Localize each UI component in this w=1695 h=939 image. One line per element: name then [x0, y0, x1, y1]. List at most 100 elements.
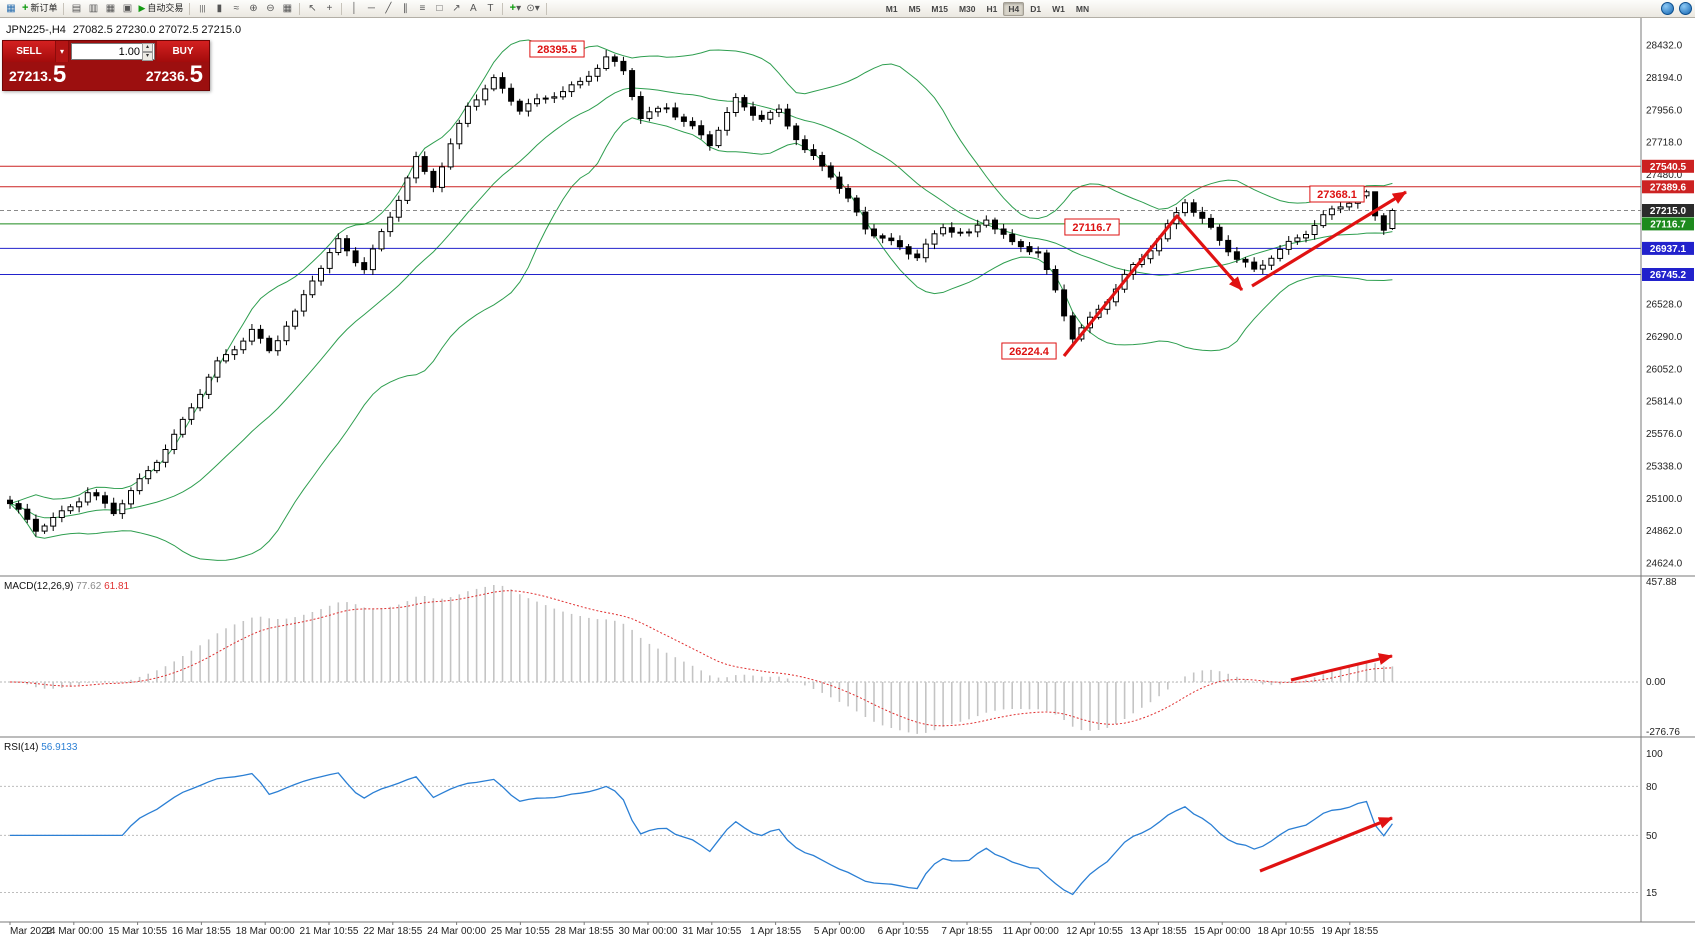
order-type-dropdown[interactable]: ▾ [55, 41, 69, 62]
trend-arrows[interactable] [1062, 190, 1407, 873]
terminal-icon[interactable]: ▣ [122, 2, 133, 14]
svg-text:80: 80 [1646, 782, 1658, 793]
candles[interactable] [7, 50, 1396, 537]
svg-text:27215.0: 27215.0 [1650, 206, 1687, 217]
svg-text:26052.0: 26052.0 [1646, 364, 1683, 375]
svg-text:28432.0: 28432.0 [1646, 41, 1683, 52]
svg-text:30 Mar 00:00: 30 Mar 00:00 [619, 926, 678, 937]
text-tool-icon[interactable]: A [470, 2, 477, 14]
label-tool-icon[interactable]: T [487, 2, 494, 14]
candle-chart-icon[interactable]: ▮ [216, 2, 223, 14]
svg-text:26745.2: 26745.2 [1650, 270, 1687, 281]
toolbar-separator [545, 2, 547, 15]
main-toolbar: ▦ + 新订单 ▤ ▥ ▦ ▣ ▶ 自动交易 ||| ▮ ≈ ⊕ ⊖ ▦ ↖ + │… [0, 0, 1695, 18]
sell-price[interactable]: 27213. 5 [9, 61, 67, 88]
level-lines[interactable] [0, 165, 1641, 275]
navigator-icon[interactable]: ▦ [105, 2, 116, 14]
cursor-icon[interactable]: ↖ [308, 2, 317, 14]
svg-text:21 Mar 10:55: 21 Mar 10:55 [300, 926, 359, 937]
toolbar-separator [189, 2, 191, 15]
svg-text:27368.1: 27368.1 [1317, 189, 1357, 201]
line-chart-icon[interactable]: ≈ [233, 2, 240, 14]
bar-chart-icon[interactable]: ||| [199, 3, 206, 13]
fibonacci-tool-icon[interactable]: ≡ [419, 2, 426, 14]
svg-text:27540.5: 27540.5 [1650, 162, 1687, 173]
svg-text:22 Mar 18:55: 22 Mar 18:55 [363, 926, 422, 937]
app-icon: ▦ [6, 2, 16, 14]
zoom-in-icon[interactable]: ⊕ [249, 2, 258, 14]
price-scale[interactable]: 28432.0 28194.0 27956.0 27718.0 27480.0 26528… [1642, 41, 1694, 900]
price-annotations[interactable]: 28395.5 27116.7 27368.1 26224.4 [529, 40, 1365, 360]
svg-text:Mar 2022: Mar 2022 [10, 926, 53, 937]
chart-ohlc-header: JPN225-,H4 27082.5 27230.0 27072.5 27215.… [6, 24, 248, 36]
rsi-label: RSI(14) 56.9133 [4, 742, 78, 753]
timeframe-mn-button[interactable]: MN [1075, 3, 1090, 14]
help-icon[interactable] [1679, 2, 1692, 15]
trend-arrow[interactable] [1062, 214, 1244, 358]
svg-text:100: 100 [1646, 749, 1663, 760]
main-price-panel[interactable] [9, 39, 1393, 561]
timeframe-h4-button[interactable]: H4 [1003, 1, 1025, 16]
timeframe-d1-button[interactable]: D1 [1030, 3, 1042, 14]
trendline-tool-icon[interactable]: ╱ [385, 2, 392, 14]
shapes-tool-icon[interactable]: □ [436, 2, 443, 14]
svg-text:25814.0: 25814.0 [1646, 397, 1683, 408]
timeframe-w1-button[interactable]: W1 [1052, 3, 1065, 14]
buy-price[interactable]: 27236. 5 [145, 61, 203, 88]
trend-arrow[interactable] [1290, 653, 1393, 682]
svg-text:-276.76: -276.76 [1646, 727, 1680, 738]
channel-tool-icon[interactable]: ∥ [402, 2, 408, 14]
zoom-out-icon[interactable]: ⊖ [266, 2, 275, 14]
annotation-box[interactable] [1001, 342, 1057, 360]
timeframe-m15-button[interactable]: M15 [931, 3, 948, 14]
toolbar-separator [341, 2, 343, 15]
timeframe-h1-button[interactable]: H1 [986, 3, 998, 14]
periods-icon[interactable]: ⊙▾ [526, 2, 540, 14]
market-watch-icon[interactable]: ▥ [88, 2, 99, 14]
annotation-box[interactable] [1309, 185, 1365, 203]
svg-text:7 Apr 18:55: 7 Apr 18:55 [941, 926, 993, 937]
svg-text:15 Apr 00:00: 15 Apr 00:00 [1194, 926, 1251, 937]
new-order-button[interactable]: + 新订单 [22, 2, 58, 14]
rsi-panel[interactable]: RSI(14) 56.9133 [0, 742, 1641, 896]
timeframe-m5-button[interactable]: M5 [908, 3, 921, 14]
volume-down-icon[interactable]: ▾ [142, 51, 153, 61]
auto-trading-button[interactable]: ▶ 自动交易 [138, 3, 184, 13]
arrow-tool-icon[interactable]: ↗ [452, 2, 461, 14]
svg-text:0.00: 0.00 [1646, 677, 1666, 688]
buy-button[interactable]: BUY [157, 41, 209, 62]
horizontal-line-tool-icon[interactable]: ─ [367, 2, 375, 14]
annotation-box[interactable] [1064, 218, 1120, 236]
community-icon[interactable] [1661, 2, 1674, 15]
svg-text:15 Mar 10:55: 15 Mar 10:55 [108, 926, 167, 937]
rsi-line [10, 772, 1393, 896]
svg-text:27389.6: 27389.6 [1650, 182, 1687, 193]
timeframe-m30-button[interactable]: M30 [958, 3, 976, 14]
sell-button[interactable]: SELL [3, 41, 55, 62]
volume-up-icon[interactable]: ▴ [142, 42, 153, 52]
svg-text:24 Mar 00:00: 24 Mar 00:00 [427, 926, 486, 937]
price-badge [1642, 180, 1694, 194]
timeframe-m1-button[interactable]: M1 [885, 3, 898, 14]
play-icon: ▶ [138, 3, 146, 13]
svg-text:24862.0: 24862.0 [1646, 526, 1683, 537]
new-chart-icon[interactable]: ▤ [71, 2, 82, 14]
volume-input[interactable]: 1.00 ▴ ▾ [71, 42, 155, 61]
svg-text:27956.0: 27956.0 [1646, 105, 1683, 116]
tile-windows-icon[interactable]: ▦ [282, 2, 293, 14]
volume-stepper[interactable]: ▴ ▾ [142, 42, 153, 61]
one-click-trading-panel: SELL ▾ 1.00 ▴ ▾ BUY 27213. 5 27236. 5 [2, 40, 210, 91]
svg-text:18 Apr 10:55: 18 Apr 10:55 [1258, 926, 1315, 937]
svg-text:25 Mar 10:55: 25 Mar 10:55 [491, 926, 550, 937]
indicators-icon[interactable]: + ▾ [509, 2, 522, 14]
vertical-line-tool-icon[interactable]: │ [351, 2, 358, 14]
macd-panel[interactable]: MACD(12,26,9) 77.62 61.81 [0, 581, 1641, 734]
trend-arrow[interactable] [1251, 190, 1407, 288]
annotation-box[interactable] [529, 40, 585, 58]
svg-text:27480.0: 27480.0 [1646, 170, 1683, 181]
trend-arrow[interactable] [1259, 816, 1393, 873]
crosshair-icon[interactable]: + [326, 2, 333, 14]
